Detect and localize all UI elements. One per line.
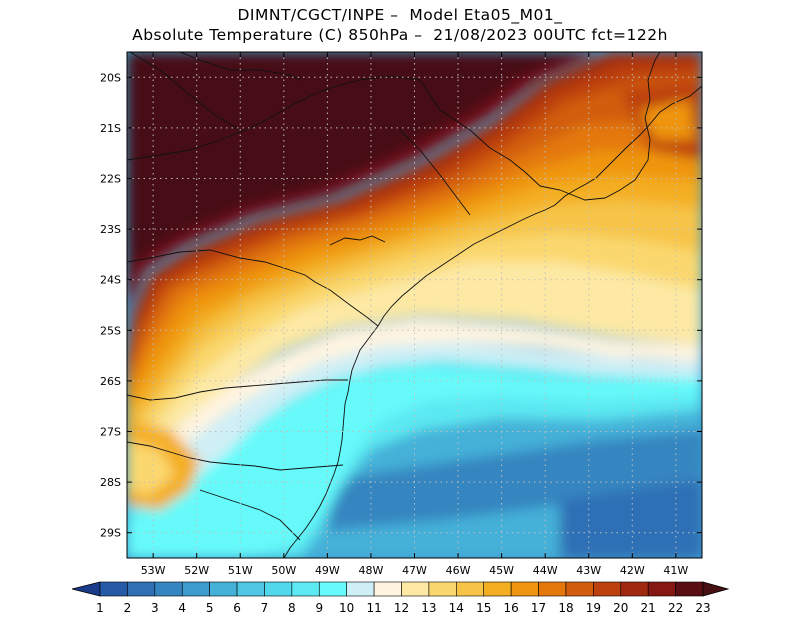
colorbar-right-arrow (702, 581, 730, 597)
border-ms (129, 52, 241, 131)
latitude-axis: 20S 21S 22S 23S 24S 25S 26S 27S 28S 29S (100, 71, 702, 540)
colorbar-segment (428, 581, 457, 597)
lat-label: 21S (100, 122, 121, 135)
lon-label: 48W (359, 564, 384, 577)
border-es (644, 52, 661, 141)
temperature-field (127, 52, 702, 558)
colorbar-segment (264, 581, 293, 597)
colorbar-segment (209, 581, 238, 597)
colorbar-segment (127, 581, 156, 597)
lon-label: 45W (489, 564, 514, 577)
colorbar-label: 7 (261, 601, 269, 615)
colorbar-segment (510, 581, 539, 597)
colorbar-segment (647, 581, 676, 597)
lon-label: 42W (620, 564, 645, 577)
border-mg-sp (127, 75, 541, 187)
colorbar-label: 6 (233, 601, 241, 615)
longitude-axis: 53W 52W 51W 50W 49W 48W 47W 46W 45W 44W 43W 42W 41W (141, 52, 688, 577)
lon-label: 51W (228, 564, 253, 577)
colorbar-segment (318, 581, 347, 597)
colorbar-label: 19 (586, 601, 601, 615)
colorbar-label: 1 (96, 601, 104, 615)
colorbar-label: 16 (503, 601, 518, 615)
colorbar-segment (675, 581, 704, 597)
colorbar-label: 5 (206, 601, 214, 615)
colorbar-label: 13 (421, 601, 436, 615)
border-rs-inner (199, 489, 301, 541)
grid-lines (127, 52, 702, 558)
colorbar-segment (99, 581, 128, 597)
colorbar-label: 22 (668, 601, 683, 615)
colorbar-segment (456, 581, 485, 597)
colorbar-label: 2 (124, 601, 132, 615)
colorbar-label: 21 (641, 601, 656, 615)
colorbar-label: 23 (695, 601, 710, 615)
colorbar: 1 2 3 4 5 6 7 8 9 10 11 12 13 14 15 16 17 18 19 20 21 22 23 (71, 581, 730, 615)
lat-label: 29S (100, 527, 121, 540)
colorbar-label: 17 (531, 601, 546, 615)
lat-label: 27S (100, 426, 121, 439)
colorbar-label: 20 (613, 601, 628, 615)
colorbar-segment (538, 581, 567, 597)
colorbar-label: 18 (558, 601, 573, 615)
lon-label: 50W (271, 564, 296, 577)
border-pr-sc (127, 379, 348, 401)
colorbar-label: 15 (476, 601, 491, 615)
lat-label: 28S (100, 476, 121, 489)
title-line-1: DIMNT/CGCT/INPE – Model Eta05_M01_ (237, 6, 563, 24)
title-line-2: Absolute Temperature (C) 850hPa – 21/08/… (132, 26, 668, 44)
colorbar-label: 8 (288, 601, 296, 615)
colorbar-segment (346, 581, 375, 597)
colorbar-label: 12 (394, 601, 409, 615)
colorbar-segment (373, 581, 402, 597)
colorbar-label: 3 (151, 601, 159, 615)
colorbar-segment (181, 581, 210, 597)
colorbar-label: 11 (366, 601, 381, 615)
border-sp-pr (127, 249, 379, 327)
colorbar-label: 9 (315, 601, 323, 615)
lat-label: 24S (100, 274, 121, 287)
border-inner-2 (329, 235, 386, 246)
lon-label: 41W (663, 564, 688, 577)
colorbar-label: 10 (339, 601, 354, 615)
lon-label: 47W (402, 564, 427, 577)
lat-label: 23S (100, 223, 121, 236)
lat-label: 20S (100, 71, 121, 84)
lon-label: 43W (576, 564, 601, 577)
lon-label: 46W (446, 564, 471, 577)
border-inner-1 (399, 129, 471, 216)
map-borders (127, 52, 702, 558)
lon-label: 44W (533, 564, 558, 577)
colorbar-segment (401, 581, 430, 597)
lat-label: 22S (100, 173, 121, 186)
colorbar-segment (483, 581, 512, 597)
colorbar-segment (593, 581, 622, 597)
colorbar-segment (154, 581, 183, 597)
colorbar-label: 14 (449, 601, 464, 615)
colorbar-segment (291, 581, 320, 597)
lat-label: 26S (100, 375, 121, 388)
coastline (283, 85, 702, 558)
colorbar-left-arrow (71, 581, 101, 597)
lon-label: 52W (184, 564, 209, 577)
lon-label: 49W (315, 564, 340, 577)
border-rj (539, 139, 651, 201)
colorbar-segment (236, 581, 265, 597)
colorbar-label: 4 (178, 601, 186, 615)
colorbar-segment (565, 581, 594, 597)
border-sc-rs (127, 441, 344, 471)
colorbar-segment (620, 581, 649, 597)
lon-label: 53W (141, 564, 166, 577)
lat-label: 25S (100, 324, 121, 337)
